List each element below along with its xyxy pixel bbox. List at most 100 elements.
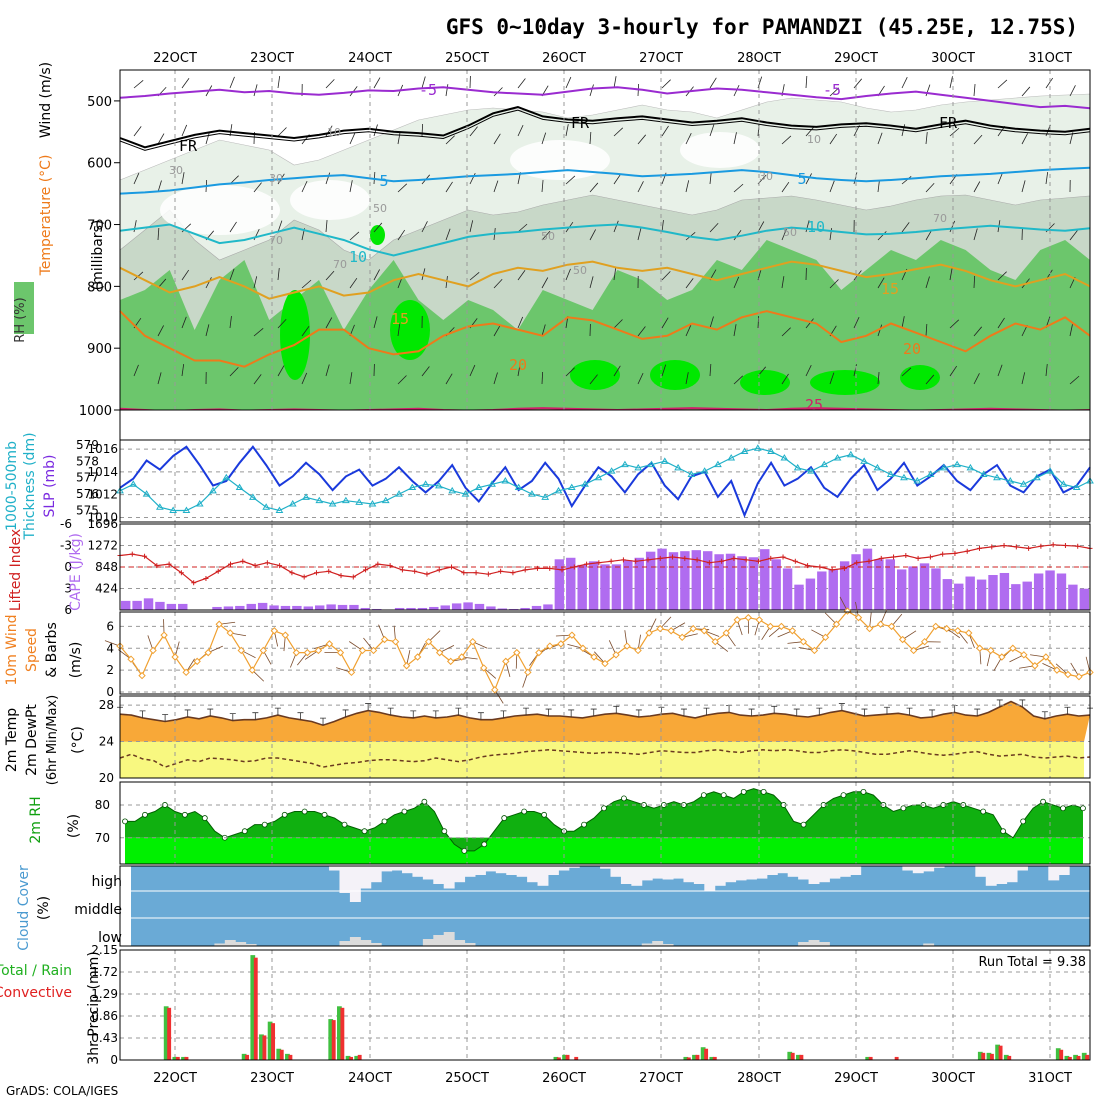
high-cloud-clear-bar	[381, 866, 393, 872]
thickness-marker	[129, 480, 138, 487]
rh2m-marker	[1040, 798, 1046, 805]
li-marker	[1001, 543, 1007, 548]
lifted-index-axis-label: Lifted Index	[8, 529, 24, 611]
credit-label: GrADS: COLA/IGES	[6, 1084, 118, 1098]
wind-barb	[733, 183, 744, 193]
li-marker	[792, 558, 798, 564]
rh2m-marker	[201, 815, 208, 821]
rh2m-marker	[1000, 828, 1007, 835]
precip-convective-bar	[331, 1020, 336, 1060]
precip-total-bar	[796, 1054, 801, 1060]
wind-speed-marker	[292, 648, 301, 657]
thickness-marker	[421, 480, 430, 487]
rh2m-marker	[341, 821, 348, 828]
high-cloud-clear-bar	[912, 866, 924, 874]
rh-contour-label: 70	[269, 234, 283, 247]
wind-barb	[469, 271, 480, 281]
wind-barb	[949, 268, 953, 281]
isotherm-20	[119, 310, 1091, 368]
li-marker	[412, 568, 418, 574]
thickness-marker	[621, 460, 629, 468]
wind-speed-marker	[502, 657, 510, 666]
temp-maxmin-bar	[996, 699, 1003, 707]
high-cloud-clear-bar	[506, 866, 518, 875]
temp-maxmin-bar	[1019, 699, 1026, 707]
cape-bar	[143, 598, 154, 610]
li-marker	[178, 570, 184, 576]
precip-total-bar	[172, 1056, 178, 1060]
high-cloud-clear-bar	[568, 866, 580, 868]
precip-total-bar	[259, 1034, 264, 1060]
cape-bar	[634, 557, 644, 610]
wind-barb-10m	[714, 641, 729, 652]
wind-barb-10m	[957, 630, 968, 644]
wind-barb	[325, 79, 335, 89]
cape-bar	[839, 561, 850, 610]
rh2m-marker	[521, 808, 528, 815]
li-marker	[682, 555, 688, 561]
cape-bar	[292, 605, 302, 610]
wind-barb	[397, 324, 401, 337]
wind-barb	[589, 132, 592, 145]
li-marker	[289, 570, 295, 576]
wind-barb	[517, 124, 524, 137]
low-cloud-bar	[798, 942, 810, 946]
precip-convective-bar	[565, 1054, 570, 1060]
temp-maxmin-bar	[477, 712, 484, 720]
low-cloud-bar	[652, 941, 664, 946]
bottom-day-label: 28OCT	[737, 1071, 781, 1086]
li-marker	[841, 565, 847, 571]
wind-speed-marker	[898, 635, 907, 644]
li-marker	[1075, 543, 1081, 549]
wind-barb	[877, 372, 880, 385]
temp-maxmin-bar	[816, 707, 823, 716]
wind-barb	[421, 268, 426, 281]
thickness-tick-label: 577	[76, 471, 99, 485]
precip-convective-bar	[349, 1056, 353, 1060]
chart-title: GFS 0~10day 3-hourly for PAMANDZI (45.25…	[446, 15, 1078, 39]
cloud-units-label: (%)	[36, 896, 52, 920]
cape-bar	[566, 557, 576, 610]
wind-barb	[685, 180, 690, 193]
rh2m-marker	[321, 811, 328, 818]
rh2m-marker	[181, 811, 188, 818]
wind-barb	[805, 126, 815, 137]
wind-barb	[805, 173, 812, 185]
top-day-label: 23OCT	[250, 51, 294, 66]
wind-barb	[1069, 324, 1073, 337]
top-day-label: 28OCT	[737, 51, 781, 66]
high-cloud-clear-bar	[360, 866, 372, 889]
temp-maxmin-bar	[162, 714, 169, 722]
rh2m-marker	[361, 828, 368, 835]
wind-barb	[685, 324, 692, 337]
wind-barb	[877, 132, 883, 145]
rh-contour-label: 70	[933, 212, 947, 225]
thickness-marker	[195, 499, 204, 507]
high-cloud-clear-bar	[339, 866, 351, 893]
cape-bar	[645, 551, 656, 610]
temp-maxmin-bar	[184, 709, 191, 717]
wind-barb	[685, 372, 689, 385]
temp-axis-label-3: (6hr Min/Max)	[45, 695, 60, 785]
li-marker	[338, 573, 344, 579]
rh-90-region	[810, 370, 880, 395]
cape-bar	[132, 600, 142, 610]
isotherm-label: FR	[939, 114, 958, 132]
rh2m-marker	[441, 828, 448, 835]
cape-bar	[817, 571, 827, 610]
wind-barb	[493, 133, 501, 145]
precip-convective-bar	[1007, 1055, 1012, 1060]
rh2m-marker	[980, 808, 987, 815]
low-cloud-bar	[214, 943, 226, 946]
wind-speed-marker	[303, 648, 312, 657]
thickness-marker	[807, 467, 815, 474]
wind-barb	[925, 374, 935, 385]
wind-speed-marker	[193, 657, 201, 666]
high-cloud-clear-bar	[547, 866, 559, 875]
wind-barb-10m	[1055, 663, 1069, 675]
wind-barb	[1045, 364, 1048, 377]
low-cloud-bar	[808, 940, 820, 946]
wind-barb-10m	[725, 632, 736, 647]
wind-speed-marker	[226, 629, 234, 637]
cape-tick-label: 1696	[87, 517, 118, 531]
